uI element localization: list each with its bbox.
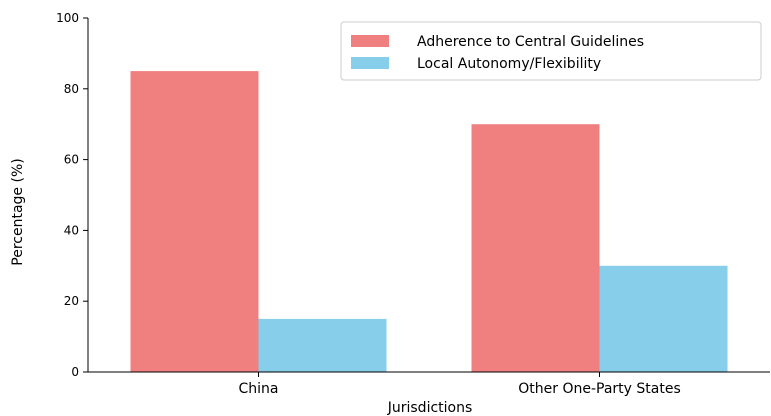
y-tick-label: 60 <box>64 153 79 167</box>
y-axis-title: Percentage (%) <box>10 158 26 265</box>
legend-swatch <box>351 35 389 47</box>
bar-autonomy-china <box>258 318 387 372</box>
legend-box <box>340 21 762 81</box>
bars <box>130 71 728 372</box>
y-tick-label: 80 <box>64 82 79 96</box>
x-tick-label: China <box>239 381 279 397</box>
x-tick-label: Other One-Party States <box>518 381 680 397</box>
y-tick-label: 100 <box>56 11 79 25</box>
axes: China Other One-Party States 0 20 40 60 80 100 <box>56 11 770 397</box>
bar-autonomy-other-one-party-states <box>599 265 728 372</box>
x-axis-title: Jurisdictions <box>387 400 473 416</box>
bar-adherence-other-one-party-states <box>471 124 600 372</box>
y-tick-label: 0 <box>71 365 79 379</box>
bar-adherence-china <box>130 71 259 372</box>
y-tick-label: 40 <box>64 223 79 237</box>
y-tick-label: 20 <box>64 294 79 308</box>
legend-label: Adherence to Central Guidelines <box>417 34 644 50</box>
legend: Adherence to Central Guidelines Local Aut… <box>340 21 762 81</box>
legend-swatch <box>351 57 389 69</box>
legend-label: Local Autonomy/Flexibility <box>417 56 601 72</box>
